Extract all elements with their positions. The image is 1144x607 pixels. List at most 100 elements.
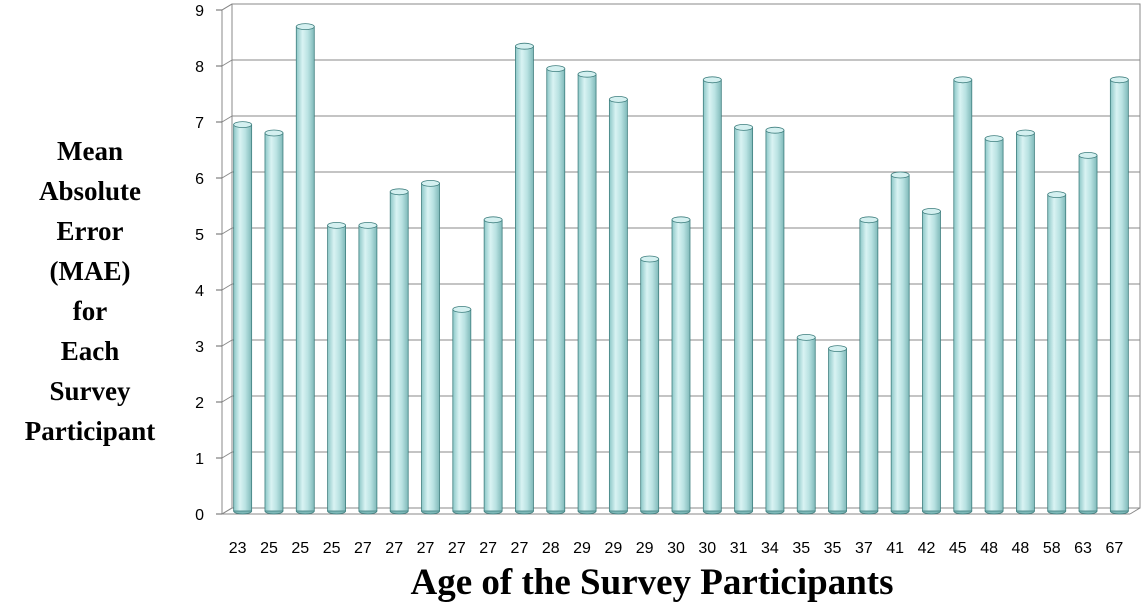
bar bbox=[890, 171, 910, 515]
x-tick-label: 37 bbox=[855, 540, 873, 557]
gridline-diag bbox=[221, 283, 233, 291]
x-tick-label: 63 bbox=[1074, 540, 1092, 557]
x-tick-label: 29 bbox=[604, 540, 622, 557]
bar bbox=[295, 23, 315, 515]
gridline-diag bbox=[221, 171, 233, 179]
x-tick-label: 34 bbox=[761, 540, 779, 557]
bar-top bbox=[1109, 76, 1129, 84]
bar-top bbox=[264, 129, 284, 137]
bar-body bbox=[828, 348, 847, 512]
bar bbox=[608, 96, 628, 515]
x-tick-label: 45 bbox=[949, 540, 967, 557]
bar bbox=[327, 221, 346, 515]
bar-body bbox=[640, 258, 660, 512]
x-axis-ticks: 23 25 25 25 27 27 27 27 27 27 28 29 29 29 30 30 31 34 35 35… bbox=[229, 540, 1124, 557]
bar bbox=[1078, 151, 1098, 515]
x-tick-label: 27 bbox=[385, 540, 403, 557]
bar-body bbox=[483, 219, 503, 512]
x-tick-label: 25 bbox=[323, 540, 341, 557]
bar-top bbox=[859, 216, 879, 224]
bar-top bbox=[702, 76, 722, 84]
bar bbox=[264, 129, 284, 515]
bars bbox=[233, 23, 1129, 515]
bar-top bbox=[1016, 129, 1035, 137]
gridline-diag bbox=[221, 339, 233, 347]
y-axis-label-line: Error bbox=[57, 216, 124, 246]
bar bbox=[859, 216, 879, 515]
bar-body bbox=[984, 138, 1004, 512]
x-tick-label: 29 bbox=[636, 540, 654, 557]
bar-body bbox=[765, 129, 785, 512]
bar bbox=[389, 188, 409, 515]
y-tick-label: 6 bbox=[195, 171, 204, 188]
bar-body bbox=[1109, 79, 1129, 512]
y-axis-label: Mean Absolute Error (MAE) for Each Survey Parti… bbox=[25, 136, 155, 446]
x-axis-label: Age of the Survey Participants bbox=[411, 562, 894, 603]
bar-top bbox=[421, 179, 440, 187]
bar-body bbox=[1047, 194, 1067, 512]
bar bbox=[577, 70, 597, 515]
bar-body bbox=[859, 219, 879, 512]
bar bbox=[765, 126, 785, 515]
gridline-diag bbox=[221, 451, 233, 459]
x-tick-label: 23 bbox=[229, 540, 247, 557]
bar bbox=[233, 121, 253, 515]
bar-body bbox=[702, 79, 722, 512]
bar-body bbox=[1078, 154, 1098, 512]
x-tick-label: 48 bbox=[980, 540, 998, 557]
y-tick-label: 0 bbox=[195, 507, 204, 524]
x-tick-label: 25 bbox=[291, 540, 309, 557]
x-tick-label: 48 bbox=[1012, 540, 1030, 557]
bar-top bbox=[671, 216, 691, 224]
bar bbox=[640, 255, 660, 515]
floor-edge-right bbox=[1129, 507, 1141, 515]
bar-top bbox=[640, 255, 660, 263]
bar bbox=[828, 345, 847, 515]
bar-body bbox=[922, 210, 941, 512]
x-tick-label: 29 bbox=[573, 540, 591, 557]
bar-top bbox=[1047, 191, 1067, 199]
y-tick-label: 9 bbox=[195, 3, 204, 20]
bar bbox=[922, 207, 941, 515]
gridline-diag bbox=[221, 3, 233, 11]
x-tick-label: 27 bbox=[448, 540, 466, 557]
bar-body bbox=[734, 127, 754, 512]
y-axis-label-line: Each bbox=[61, 336, 120, 366]
bar bbox=[671, 216, 691, 515]
x-tick-label: 58 bbox=[1043, 540, 1061, 557]
bar-body bbox=[671, 219, 691, 512]
bar bbox=[702, 76, 722, 515]
bar-body bbox=[389, 191, 409, 512]
bar-top bbox=[515, 42, 534, 50]
bar-body bbox=[421, 182, 440, 512]
bar bbox=[421, 179, 440, 515]
bar bbox=[358, 221, 378, 515]
bar-body bbox=[358, 224, 378, 512]
bar-top bbox=[953, 76, 973, 84]
y-tick-label: 3 bbox=[195, 339, 204, 356]
bar-top bbox=[890, 171, 910, 179]
bar-body bbox=[1016, 132, 1035, 512]
bar-body bbox=[452, 308, 472, 512]
y-tick-label: 1 bbox=[195, 451, 204, 468]
bar-top bbox=[984, 135, 1004, 143]
x-tick-label: 41 bbox=[886, 540, 904, 557]
y-tick-label: 2 bbox=[195, 395, 204, 412]
bar-body bbox=[546, 68, 566, 512]
x-tick-label: 67 bbox=[1105, 540, 1123, 557]
bar-top bbox=[577, 70, 597, 78]
x-tick-label: 27 bbox=[417, 540, 435, 557]
bar-top bbox=[452, 305, 472, 313]
y-axis-label-line: Absolute bbox=[39, 176, 141, 206]
y-tick-label: 8 bbox=[195, 59, 204, 76]
y-axis-label-line: Survey bbox=[50, 376, 132, 406]
bar-top bbox=[546, 65, 566, 72]
bar bbox=[452, 305, 472, 515]
x-tick-label: 35 bbox=[824, 540, 842, 557]
x-tick-label: 25 bbox=[260, 540, 278, 557]
bar-top bbox=[295, 23, 315, 31]
bar-top bbox=[483, 216, 503, 224]
bar-top bbox=[765, 126, 785, 134]
x-tick-label: 30 bbox=[667, 540, 685, 557]
bar-body bbox=[233, 124, 253, 512]
